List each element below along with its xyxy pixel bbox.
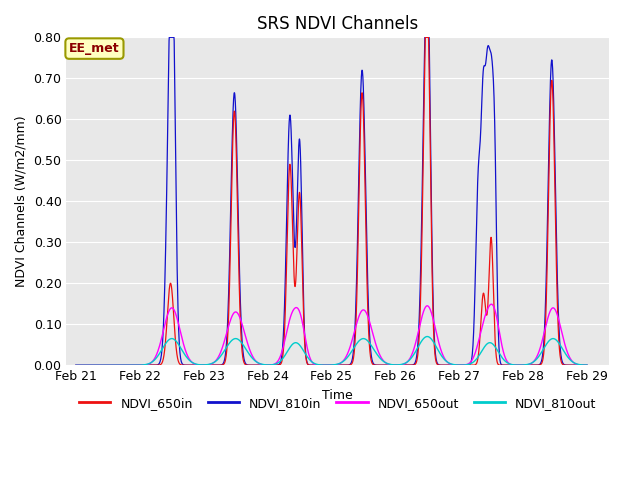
X-axis label: Time: Time (323, 389, 353, 402)
Legend: NDVI_650in, NDVI_810in, NDVI_650out, NDVI_810out: NDVI_650in, NDVI_810in, NDVI_650out, NDV… (74, 392, 602, 415)
Title: SRS NDVI Channels: SRS NDVI Channels (257, 15, 419, 33)
Y-axis label: NDVI Channels (W/m2/mm): NDVI Channels (W/m2/mm) (15, 116, 28, 287)
Text: EE_met: EE_met (69, 42, 120, 55)
